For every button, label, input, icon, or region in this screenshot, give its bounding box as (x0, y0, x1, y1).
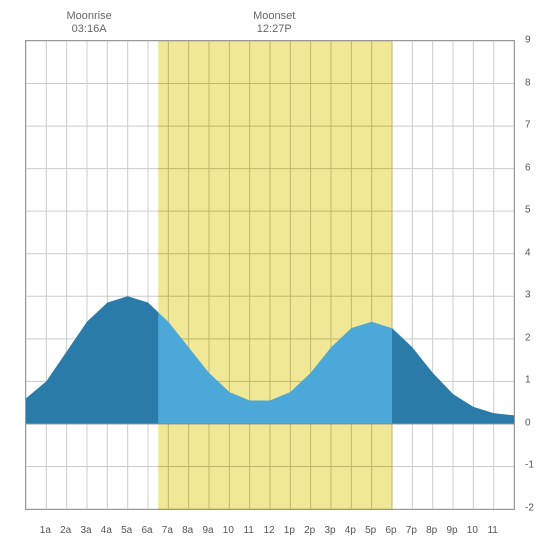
y-tick: 9 (525, 35, 531, 46)
x-tick: 4a (101, 525, 112, 536)
x-tick: 1a (40, 525, 51, 536)
x-tick: 8p (426, 525, 437, 536)
y-tick: 4 (525, 247, 531, 258)
tide-area-dark-left (26, 296, 158, 424)
plot-area (25, 40, 515, 510)
x-tick: 11 (243, 525, 253, 536)
x-tick: 2a (60, 525, 71, 536)
moonrise-time: 03:16A (66, 23, 111, 36)
x-tick: 5p (365, 525, 376, 536)
x-tick: 7p (406, 525, 417, 536)
y-tick: 6 (525, 162, 531, 173)
x-tick: 3a (80, 525, 91, 536)
x-tick: 4p (345, 525, 356, 536)
moonset-title: Moonset (253, 10, 295, 23)
x-axis: 1a 2a 3a 4a 5a 6a 7a 8a 9a 10 11 12 1p 2p 3p 4p 5p 6p 7p 8p… (25, 520, 515, 540)
y-tick: 2 (525, 332, 531, 343)
y-tick: 1 (525, 375, 531, 386)
moonset-label: Moonset 12:27P (253, 10, 295, 36)
y-tick: 5 (525, 205, 531, 216)
x-tick: 6a (141, 525, 152, 536)
y-tick: 8 (525, 77, 531, 88)
y-tick: -2 (525, 503, 534, 514)
x-tick: 11 (487, 525, 497, 536)
daylight-band (158, 41, 392, 509)
y-axis: -2-10123456789 (520, 40, 540, 510)
tide-chart: Moonrise 03:16A Moonset 12:27P 1a 2a 3a 4a 5… (10, 10, 540, 540)
x-tick: 7a (162, 525, 173, 536)
x-tick: 10 (467, 525, 478, 536)
x-tick: 9a (202, 525, 213, 536)
moonset-time: 12:27P (253, 23, 295, 36)
y-tick: 3 (525, 290, 531, 301)
moonrise-title: Moonrise (66, 10, 111, 23)
x-tick: 9p (446, 525, 457, 536)
x-tick: 8a (182, 525, 193, 536)
x-tick: 1p (284, 525, 295, 536)
x-tick: 12 (263, 525, 274, 536)
x-tick: 6p (385, 525, 396, 536)
x-tick: 2p (304, 525, 315, 536)
chart-svg (26, 41, 514, 509)
y-tick: 7 (525, 120, 531, 131)
y-tick: 0 (525, 417, 531, 428)
moonrise-label: Moonrise 03:16A (66, 10, 111, 36)
x-tick: 10 (223, 525, 234, 536)
chart-header: Moonrise 03:16A Moonset 12:27P (10, 10, 540, 40)
y-tick: -1 (525, 460, 534, 471)
x-tick: 5a (121, 525, 132, 536)
x-tick: 3p (324, 525, 335, 536)
